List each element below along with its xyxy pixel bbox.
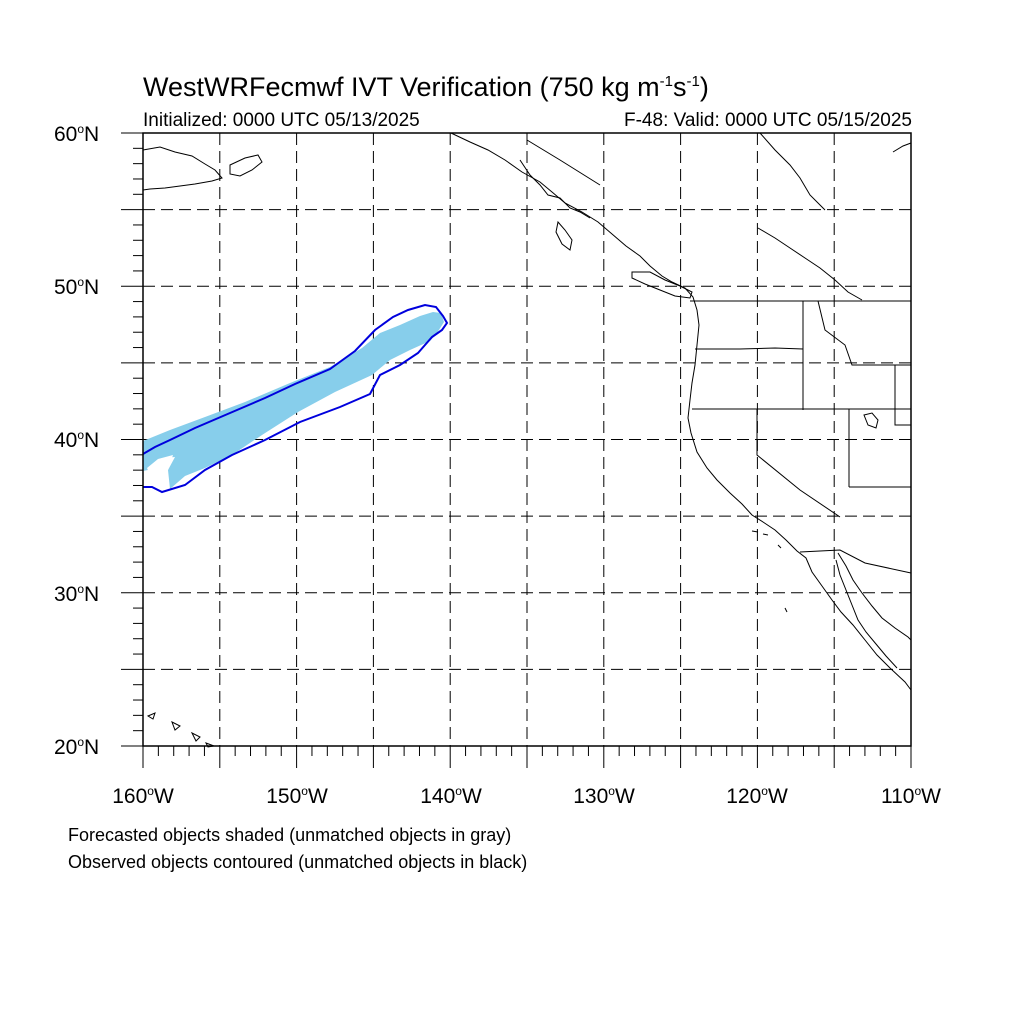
lon-label-140: 140oW xyxy=(420,784,482,808)
lon-label-130: 130oW xyxy=(573,784,635,808)
initialized-time: Initialized: 0000 UTC 05/13/2025 xyxy=(143,110,420,131)
lon-label-120: 120oW xyxy=(726,784,788,808)
coastline-north-america xyxy=(450,132,912,691)
coastline-alexander-archipelago xyxy=(519,159,591,219)
lon-label-150: 150oW xyxy=(266,784,328,808)
lat-label-20: 20oN xyxy=(54,735,100,759)
ca-nv-border xyxy=(756,409,841,518)
coastlines xyxy=(142,132,912,748)
footnote-forecast: Forecasted objects shaded (unmatched obj… xyxy=(68,825,512,845)
footnote-observed: Observed objects contoured (unmatched ob… xyxy=(68,852,528,872)
great-salt-lake xyxy=(863,412,879,429)
coastline-alaska xyxy=(142,146,223,191)
map-title: WestWRFecmwf IVT Verification (750 kg m-… xyxy=(143,72,709,102)
map-frame xyxy=(142,132,912,747)
lat-label-40: 40oN xyxy=(54,428,100,452)
wa-or-border xyxy=(695,347,804,350)
vancouver-island xyxy=(631,271,693,299)
lat-label-60: 60oN xyxy=(54,122,100,146)
forecast-object xyxy=(143,312,444,489)
axis-ticks xyxy=(121,132,912,768)
lon-label-160: 160oW xyxy=(112,784,174,808)
forecast-gap xyxy=(147,455,173,488)
montana-border xyxy=(817,300,911,366)
coastline-gulf-of-california xyxy=(837,552,912,641)
lat-label-30: 30oN xyxy=(54,582,100,606)
lat-label-50: 50oN xyxy=(54,275,100,299)
canada-river-2 xyxy=(759,132,826,211)
canada-river xyxy=(757,227,863,301)
hawaii-islands xyxy=(146,712,216,748)
lon-label-110: 110oW xyxy=(881,784,941,808)
us-mexico-border xyxy=(799,549,912,574)
coastline-baja-east xyxy=(835,559,898,669)
observed-contour xyxy=(142,303,449,494)
kodiak-island xyxy=(229,154,263,177)
bc-alaska-border xyxy=(526,139,601,186)
political-borders xyxy=(526,139,912,574)
lat-lon-grid xyxy=(143,133,911,746)
coastline-northeast xyxy=(892,142,912,153)
haida-gwaii xyxy=(555,220,573,251)
channel-islands xyxy=(751,530,788,613)
wy-border xyxy=(894,365,911,426)
valid-time: F-48: Valid: 0000 UTC 05/15/2025 xyxy=(624,110,912,131)
